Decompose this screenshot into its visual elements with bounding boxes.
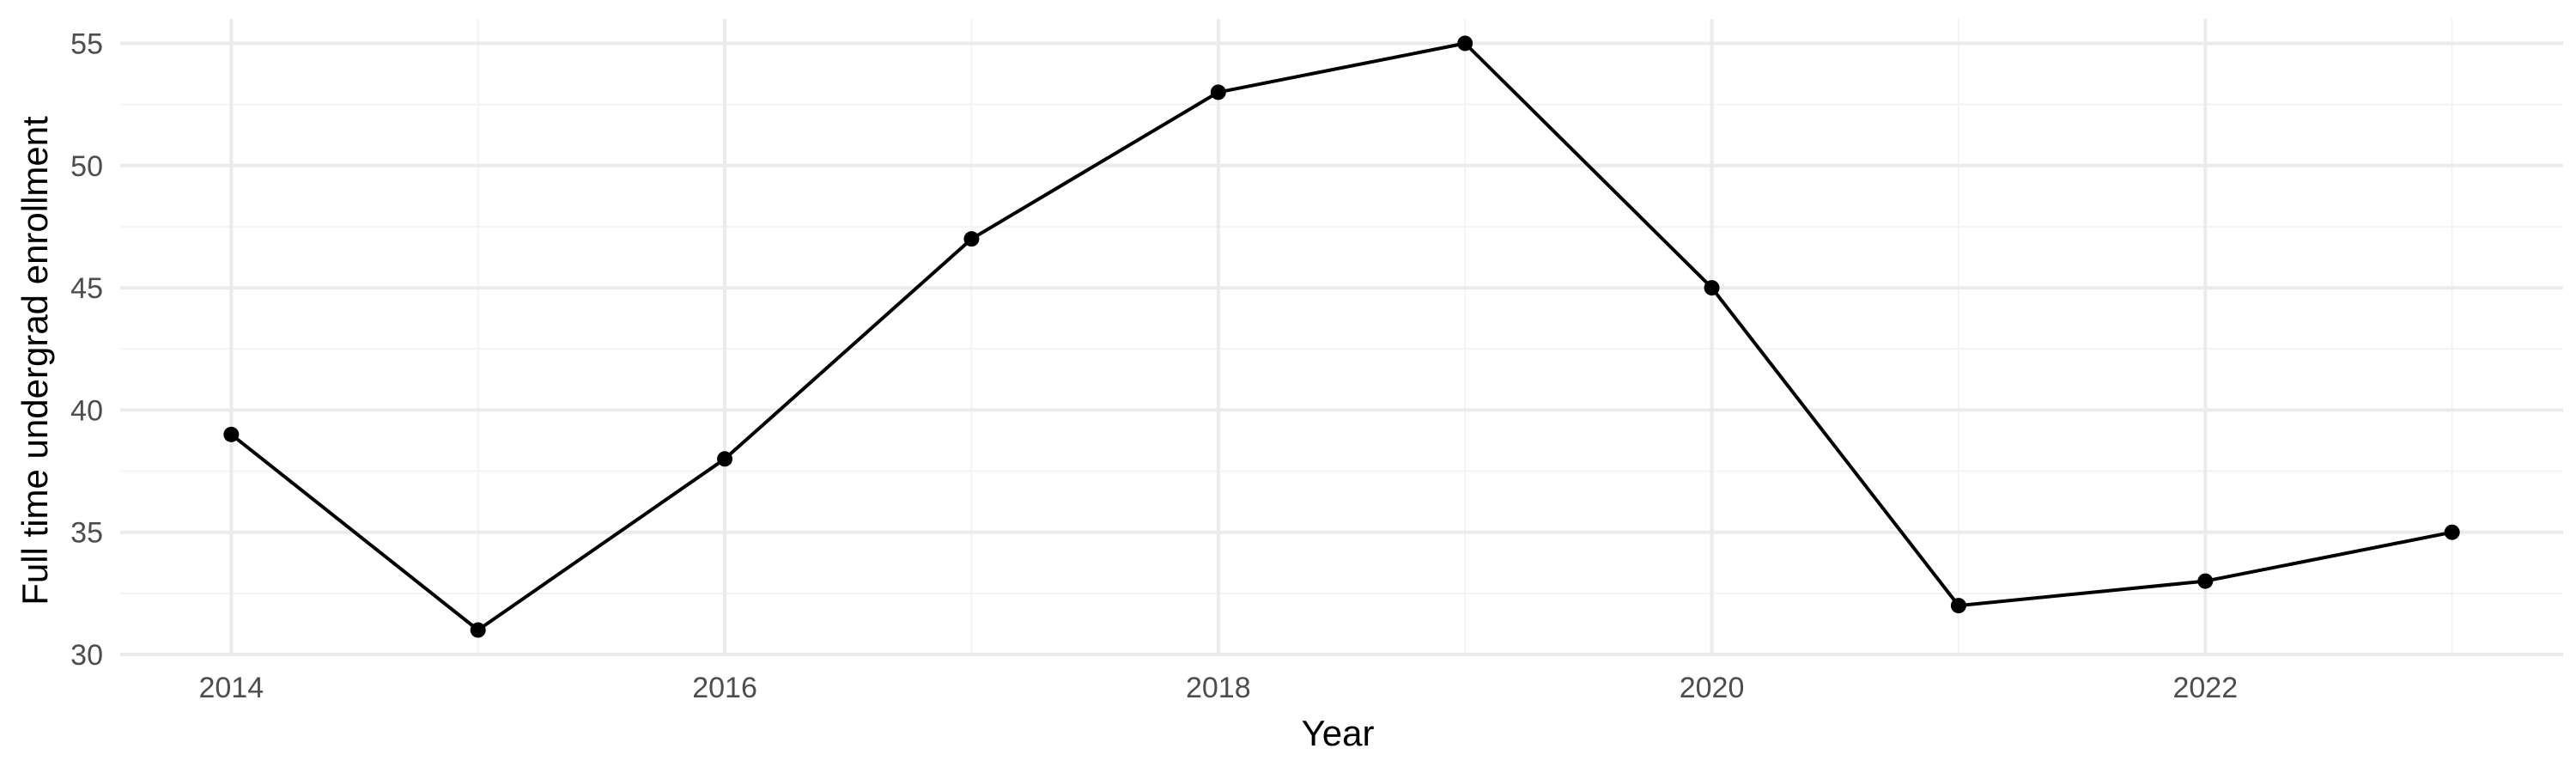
x-tick-label: 2014: [198, 672, 264, 704]
y-tick-label: 50: [70, 150, 103, 183]
y-tick-label: 45: [70, 272, 103, 305]
x-tick-label: 2020: [1680, 672, 1745, 704]
data-point: [717, 451, 733, 467]
data-point: [963, 231, 980, 247]
x-axis-title: Year: [1302, 713, 1375, 753]
data-point: [1210, 84, 1226, 100]
x-tick-label: 2016: [692, 672, 757, 704]
y-axis-ticks: 30 35 40 45 50 55: [70, 27, 103, 672]
data-series: [223, 35, 2460, 638]
series-line: [230, 41, 2453, 632]
y-tick-label: 55: [70, 27, 103, 60]
y-tick-label: 30: [70, 639, 103, 672]
x-axis-ticks: 2014 2016 2018 2020 2022: [198, 672, 2238, 704]
data-point: [1704, 280, 1720, 296]
data-point: [1950, 598, 1966, 614]
y-tick-label: 35: [70, 517, 103, 550]
data-point: [470, 622, 486, 638]
x-tick-label: 2022: [2172, 672, 2238, 704]
data-point: [2197, 573, 2214, 589]
grid: [120, 19, 2563, 656]
y-axis-title: Full time undergrad enrollment: [15, 116, 55, 606]
data-point: [1457, 35, 1473, 52]
data-point: [223, 426, 240, 442]
x-tick-label: 2018: [1186, 672, 1251, 704]
y-tick-label: 40: [70, 394, 103, 427]
data-point: [2444, 524, 2460, 540]
